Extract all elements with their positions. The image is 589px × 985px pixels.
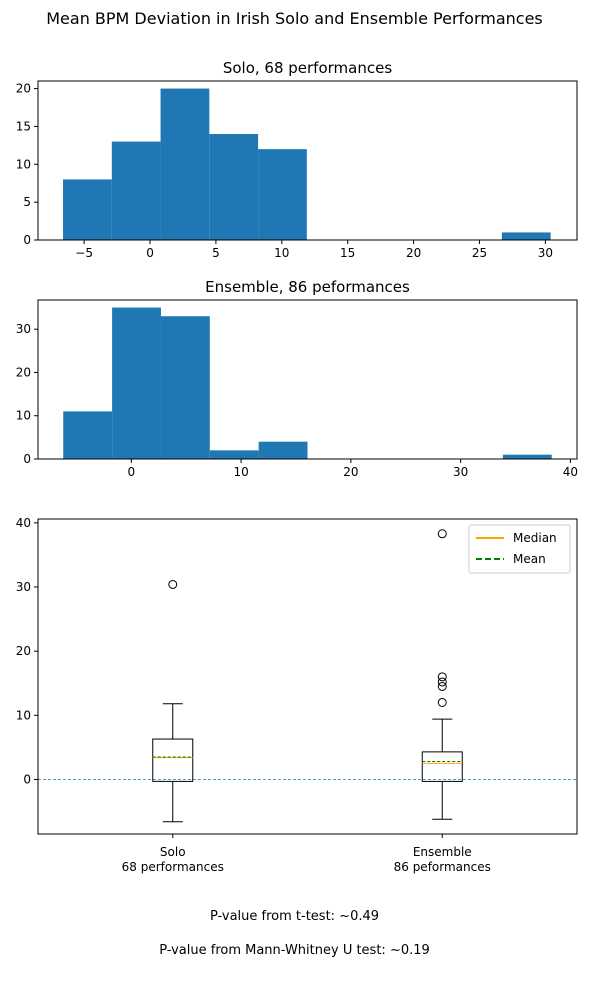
ensemble-histogram: Ensemble, 86 peformances 0 10 20 30 40 0 10 20 30 xyxy=(16,278,578,479)
axes-frame xyxy=(37,299,578,460)
x-tick-label: 20 xyxy=(343,465,358,479)
panel-title: Solo, 68 performances xyxy=(223,59,392,77)
x-tick-label: −5 xyxy=(75,246,93,260)
panel-title: Ensemble, 86 peformances xyxy=(205,278,410,296)
x-category-label: 86 peformances xyxy=(394,860,491,874)
y-tick-label: 0 xyxy=(23,452,31,466)
outlier-point xyxy=(437,672,447,682)
histogram-bar xyxy=(160,316,210,459)
x-tick-label: 10 xyxy=(233,465,248,479)
x-tick-label: 5 xyxy=(212,246,220,260)
outlier-point xyxy=(437,681,447,691)
x-tick-label: 30 xyxy=(453,465,468,479)
y-tick-label: 15 xyxy=(16,119,31,133)
x-tick-label: 0 xyxy=(127,465,135,479)
solo-histogram: Solo, 68 performances −5 0 5 10 15 20 25 30 0 5 10 1… xyxy=(16,59,578,260)
box xyxy=(421,751,463,782)
y-tick-label: 20 xyxy=(16,644,31,658)
x-tick-label: 20 xyxy=(406,246,421,260)
outlier-point xyxy=(437,529,447,539)
x-tick-label: 25 xyxy=(472,246,487,260)
figure-title: Mean BPM Deviation in Irish Solo and Ens… xyxy=(46,9,543,28)
histogram-bar xyxy=(502,454,552,459)
ttest-pvalue: P-value from t-test: ~0.49 xyxy=(209,909,380,924)
legend-mean-label: Mean xyxy=(513,552,546,566)
outlier-point xyxy=(437,697,447,707)
y-tick-label: 20 xyxy=(16,82,31,96)
x-tick-label: 40 xyxy=(563,465,578,479)
histogram-bar xyxy=(112,307,161,459)
histogram-bar xyxy=(258,441,308,459)
outlier-point xyxy=(437,677,447,687)
histogram-bar xyxy=(501,232,551,240)
y-tick-label: 10 xyxy=(16,409,31,423)
y-tick-label: 40 xyxy=(16,516,31,530)
x-tick-label: 0 xyxy=(146,246,154,260)
axes-frame xyxy=(37,80,578,241)
axes-frame xyxy=(37,518,578,835)
x-category-label: Ensemble xyxy=(413,845,472,859)
x-tick-label: 30 xyxy=(538,246,553,260)
histogram-bar xyxy=(160,88,210,240)
histogram-bar xyxy=(258,149,307,240)
y-tick-label: 30 xyxy=(16,322,31,336)
x-category-label: Solo xyxy=(160,845,186,859)
histogram-bar xyxy=(63,411,113,459)
histogram-bar xyxy=(63,179,112,240)
mannwhitney-pvalue: P-value from Mann-Whitney U test: ~0.19 xyxy=(159,943,430,958)
y-tick-label: 20 xyxy=(16,365,31,379)
x-tick-label: 15 xyxy=(340,246,355,260)
x-category-label: 68 performances xyxy=(122,860,224,874)
y-tick-label: 5 xyxy=(23,195,31,209)
legend-median-label: Median xyxy=(513,531,557,545)
y-tick-label: 0 xyxy=(23,772,31,786)
y-tick-label: 0 xyxy=(23,233,31,247)
histogram-bar xyxy=(209,134,259,240)
histogram-bar xyxy=(209,450,259,459)
outlier-point xyxy=(168,579,178,589)
y-tick-label: 30 xyxy=(16,580,31,594)
y-tick-label: 10 xyxy=(16,157,31,171)
y-tick-label: 10 xyxy=(16,708,31,722)
histogram-bar xyxy=(111,141,161,240)
legend: Median Mean xyxy=(468,524,571,574)
x-tick-label: 10 xyxy=(274,246,289,260)
box xyxy=(152,738,194,782)
